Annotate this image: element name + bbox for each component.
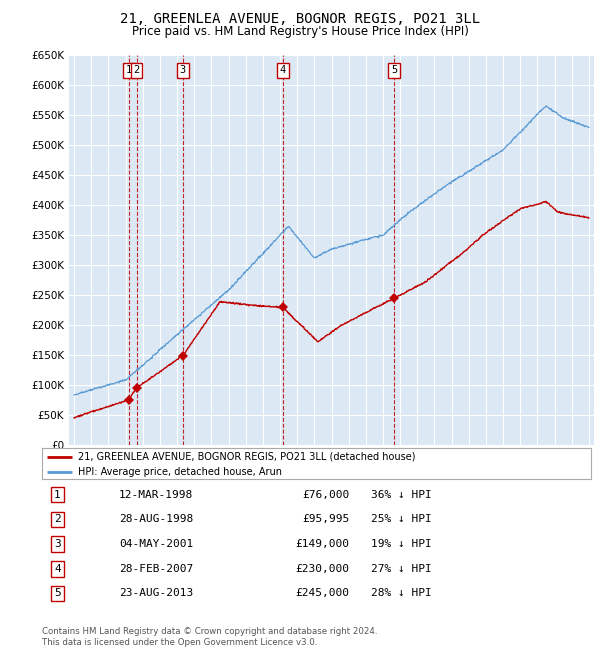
- Text: 21, GREENLEA AVENUE, BOGNOR REGIS, PO21 3LL: 21, GREENLEA AVENUE, BOGNOR REGIS, PO21 …: [120, 12, 480, 26]
- Text: £149,000: £149,000: [295, 539, 349, 549]
- Text: 27% ↓ HPI: 27% ↓ HPI: [371, 564, 432, 574]
- Text: 3: 3: [180, 65, 186, 75]
- Text: 1: 1: [54, 489, 61, 500]
- Text: £76,000: £76,000: [302, 489, 349, 500]
- Text: Contains HM Land Registry data © Crown copyright and database right 2024.
This d: Contains HM Land Registry data © Crown c…: [42, 627, 377, 647]
- Text: 19% ↓ HPI: 19% ↓ HPI: [371, 539, 432, 549]
- Text: 4: 4: [280, 65, 286, 75]
- Text: 4: 4: [54, 564, 61, 574]
- Text: 2: 2: [134, 65, 140, 75]
- Text: 12-MAR-1998: 12-MAR-1998: [119, 489, 193, 500]
- Text: 5: 5: [391, 65, 397, 75]
- Text: 5: 5: [54, 588, 61, 599]
- Text: 21, GREENLEA AVENUE, BOGNOR REGIS, PO21 3LL (detached house): 21, GREENLEA AVENUE, BOGNOR REGIS, PO21 …: [77, 452, 415, 461]
- Text: 28-FEB-2007: 28-FEB-2007: [119, 564, 193, 574]
- Text: 28% ↓ HPI: 28% ↓ HPI: [371, 588, 432, 599]
- Text: 3: 3: [54, 539, 61, 549]
- Text: 25% ↓ HPI: 25% ↓ HPI: [371, 514, 432, 525]
- Text: £245,000: £245,000: [295, 588, 349, 599]
- Text: 28-AUG-1998: 28-AUG-1998: [119, 514, 193, 525]
- Text: 23-AUG-2013: 23-AUG-2013: [119, 588, 193, 599]
- Text: 2: 2: [54, 514, 61, 525]
- Text: £95,995: £95,995: [302, 514, 349, 525]
- Text: 1: 1: [126, 65, 132, 75]
- Text: HPI: Average price, detached house, Arun: HPI: Average price, detached house, Arun: [77, 467, 281, 477]
- Text: £230,000: £230,000: [295, 564, 349, 574]
- Text: 36% ↓ HPI: 36% ↓ HPI: [371, 489, 432, 500]
- Text: 04-MAY-2001: 04-MAY-2001: [119, 539, 193, 549]
- Text: Price paid vs. HM Land Registry's House Price Index (HPI): Price paid vs. HM Land Registry's House …: [131, 25, 469, 38]
